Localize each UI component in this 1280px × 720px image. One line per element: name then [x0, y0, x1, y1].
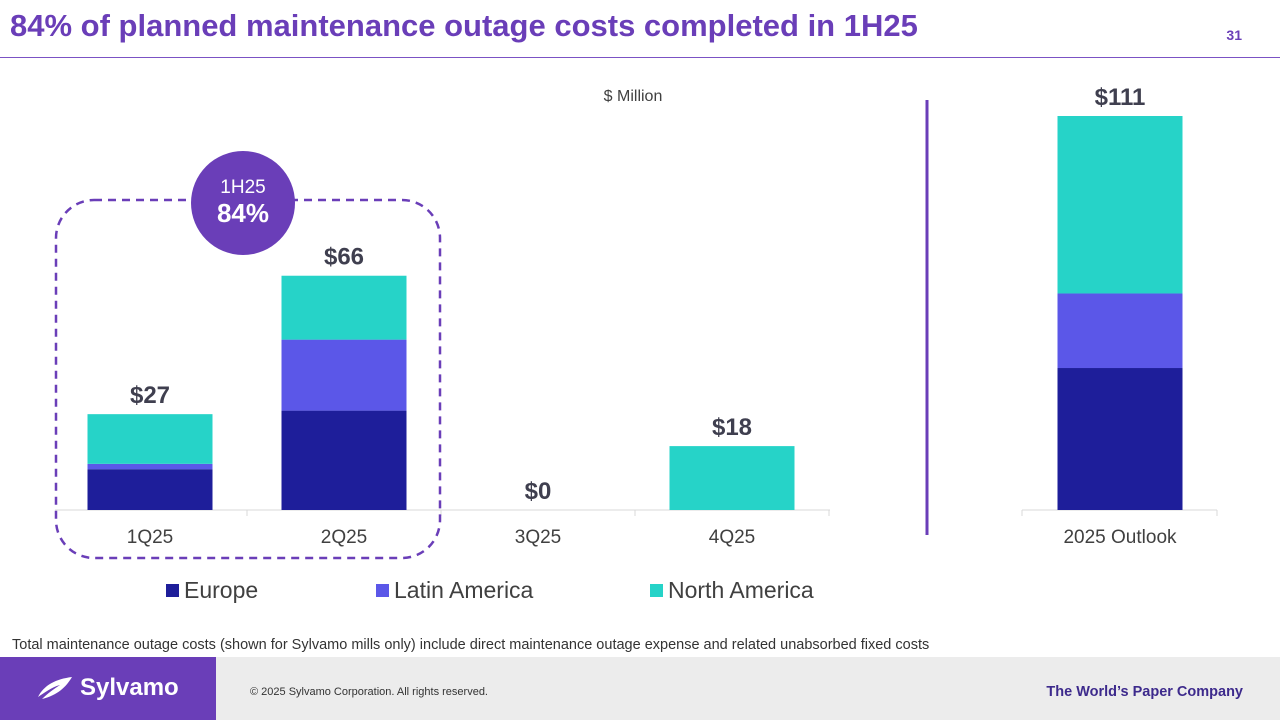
bar-north-america-2q25 — [281, 275, 407, 340]
x-tick-label-3q25: 3Q25 — [515, 527, 561, 548]
copyright: © 2025 Sylvamo Corporation. All rights r… — [250, 686, 488, 698]
legend-swatch-europe — [166, 584, 179, 597]
tagline: The World’s Paper Company — [1046, 684, 1243, 700]
1h25-callout-label: 1H25 — [220, 177, 265, 198]
legend-label-latin-america: Latin America — [394, 577, 534, 603]
x-tick-label-4q25: 4Q25 — [709, 527, 755, 548]
bar-europe-1q25 — [87, 469, 213, 510]
bar-north-america-1q25 — [87, 414, 213, 464]
footer-bar: Sylvamo © 2025 Sylvamo Corporation. All … — [0, 657, 1280, 720]
y-axis-unit-label: $ Million — [604, 88, 663, 105]
legend-swatch-north-america — [650, 584, 663, 597]
page-number: 31 — [1226, 27, 1242, 43]
data-label-3q25: $0 — [525, 478, 552, 505]
bar-europe-2025-outlook — [1057, 368, 1183, 510]
title-divider — [0, 57, 1280, 58]
data-label-4q25: $18 — [712, 414, 752, 441]
x-tick-label-1q25: 1Q25 — [127, 527, 173, 548]
bar-latin-america-2q25 — [281, 339, 407, 411]
1h25-callout-value: 84% — [217, 198, 269, 228]
data-label-1q25: $27 — [130, 382, 170, 409]
data-label-2q25: $66 — [324, 244, 364, 271]
legend-swatch-latin-america — [376, 584, 389, 597]
brand-leaf-icon — [38, 677, 72, 699]
x-tick-label-2025-outlook: 2025 Outlook — [1063, 527, 1177, 548]
slide-title: 84% of planned maintenance outage costs … — [10, 8, 918, 43]
bar-north-america-2025-outlook — [1057, 116, 1183, 294]
footnote: Total maintenance outage costs (shown fo… — [12, 637, 930, 653]
brand-logo: Sylvamo — [0, 657, 216, 720]
bar-latin-america-2025-outlook — [1057, 293, 1183, 369]
stacked-bar-chart: $27 1Q25 $66 2Q25 $0 3Q25 $18 4Q25 $111 2025 Outl… — [54, 84, 1218, 603]
bar-north-america-4q25 — [669, 446, 795, 510]
legend-label-europe: Europe — [184, 577, 258, 603]
bar-latin-america-1q25 — [87, 463, 213, 470]
bar-europe-2q25 — [281, 410, 407, 510]
x-tick-label-2q25: 2Q25 — [321, 527, 367, 548]
legend-label-north-america: North America — [668, 577, 814, 603]
1h25-callout-circle — [191, 151, 295, 255]
data-label-2025-outlook: $111 — [1095, 84, 1146, 111]
brand-name: Sylvamo — [80, 674, 179, 701]
